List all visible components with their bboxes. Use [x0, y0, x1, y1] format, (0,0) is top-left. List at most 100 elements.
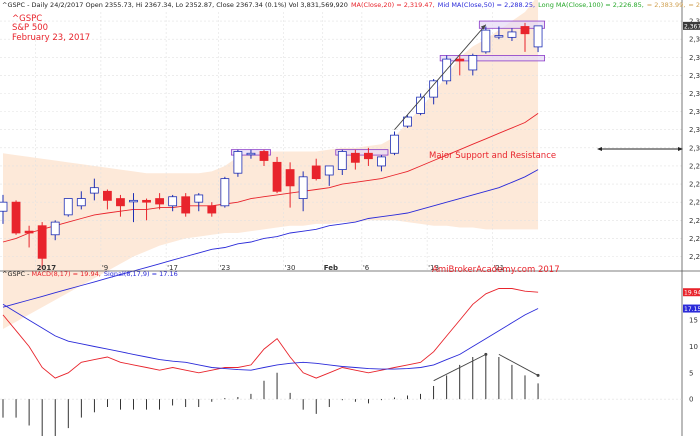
- macd-tick-label: 5: [689, 369, 693, 377]
- last-price-label: 2,367.34: [684, 23, 700, 30]
- macd-tick-label: 15: [689, 317, 698, 325]
- candle-body: [233, 151, 243, 174]
- candle-body: [246, 152, 256, 156]
- macd-last-label: 19.943: [684, 290, 700, 297]
- candle-body: [129, 199, 138, 203]
- ma50-line: [2, 169, 539, 308]
- time-tick-label: '23: [219, 264, 230, 272]
- price-tick-label: 2,320: [689, 108, 700, 116]
- candle-body: [350, 152, 360, 163]
- candle-body: [455, 58, 465, 62]
- candle-body: [363, 152, 373, 160]
- price-tick-label: 2,300: [689, 144, 700, 152]
- symbol-label: ^GSPC: [12, 14, 42, 24]
- time-tick-label: 2017: [37, 264, 57, 272]
- candle-body: [63, 198, 73, 216]
- candle-body: [520, 26, 530, 35]
- index-name-label: S&P 500: [12, 23, 48, 33]
- chart-header: ^GSPC - Daily 24/2/2017 Open 2355.73, Hi…: [2, 1, 700, 9]
- candle-body: [24, 230, 34, 234]
- price-trendline: [394, 24, 487, 131]
- macd-last-badge: [683, 288, 700, 297]
- candle-body: [324, 165, 334, 176]
- candle-body: [116, 198, 125, 207]
- candle-body: [50, 221, 60, 236]
- price-tick-label: 2,280: [689, 181, 700, 189]
- price-tick-label: 2,340: [689, 72, 700, 80]
- candle-body: [403, 116, 412, 127]
- candle-body: [311, 165, 321, 180]
- macd-line: [2, 288, 539, 379]
- price-tick-label: 2,240: [689, 253, 700, 261]
- candle-body: [181, 196, 191, 214]
- candle-body: [103, 190, 112, 201]
- candle-body: [76, 198, 86, 207]
- candle-body: [155, 198, 165, 205]
- candle-body: [11, 201, 21, 234]
- uptrend-line: [394, 24, 487, 131]
- price-tick-label: 2,310: [689, 126, 700, 134]
- price-tick-label: 2,350: [689, 54, 700, 62]
- time-tick-label: Feb: [324, 264, 338, 272]
- candle-body: [194, 194, 204, 203]
- candle-body: [89, 187, 99, 194]
- macd-trendline: [498, 353, 539, 376]
- time-tick-label: '9: [102, 264, 108, 272]
- trend-arrow-icon: [536, 373, 540, 377]
- time-tick-label: '6: [363, 264, 370, 272]
- price-tick-label: 2,250: [689, 235, 700, 243]
- support-zone: [335, 149, 389, 156]
- price-envelope-band: [3, 0, 539, 329]
- ma20-line: [2, 113, 539, 243]
- watermark-label: AmiBrokerAcademy.com 2017: [432, 265, 560, 275]
- candle-body: [507, 31, 517, 38]
- macd-panel: 0 5 10 15 19.943 17.1587: [0, 288, 700, 436]
- signal-line: [2, 303, 539, 371]
- price-tick-label: 2,370: [689, 18, 700, 26]
- candle-body: [494, 35, 504, 38]
- axis-tick-labels: 2,240 2,250 2,260 2,270 2,280 2,290 2,300 2,310…: [37, 18, 700, 272]
- time-tick-label: '13: [428, 264, 439, 272]
- macd-header: ^GSPC - MACD(8,17) = 19.94, Signal(8,17,9…: [2, 270, 178, 278]
- envelope-fill: [3, 0, 539, 329]
- price-tick-label: 2,270: [689, 199, 700, 207]
- candle-body: [37, 225, 47, 259]
- signal-last-label: 17.1587: [684, 306, 700, 313]
- horizontal-arrow-icon: [597, 147, 683, 151]
- candle-body: [0, 201, 8, 212]
- macd-trendline: [433, 353, 487, 382]
- candle-body: [272, 161, 282, 192]
- candle-body: [207, 205, 217, 214]
- header-ohlc: ^GSPC - Daily 24/2/2017 Open 2355.73, Hi…: [2, 1, 700, 9]
- candle-body: [481, 29, 491, 53]
- candle-body: [285, 169, 295, 187]
- candle-body: [390, 134, 399, 154]
- support-resistance-zones: [230, 20, 545, 156]
- candle-body: [377, 156, 386, 167]
- candle-body: [168, 196, 178, 207]
- macd-tick-label: 0: [689, 396, 693, 404]
- time-tick-label: '30: [285, 264, 296, 272]
- candle-body: [337, 151, 347, 170]
- candle-body: [416, 96, 426, 114]
- candle-body: [220, 178, 230, 207]
- candle-body: [142, 199, 151, 203]
- price-tick-label: 2,360: [689, 36, 700, 44]
- candle-body: [468, 55, 478, 71]
- time-tick-label: '17: [167, 264, 178, 272]
- last-price-badge: [683, 21, 700, 30]
- moving-average-lines: [2, 113, 539, 308]
- time-tick-label: '21: [493, 264, 504, 272]
- support-zone: [439, 55, 545, 62]
- candle-body: [533, 25, 543, 48]
- support-resistance-label: Major Support and Resistance: [429, 151, 556, 161]
- macd-tick-label: 10: [689, 343, 698, 351]
- candle-body: [429, 80, 439, 98]
- price-tick-label: 2,330: [689, 90, 700, 98]
- price-tick-label: 2,290: [689, 162, 700, 170]
- candle-body: [259, 151, 269, 161]
- price-tick-label: 2,260: [689, 217, 700, 225]
- signal-last-badge: [683, 304, 700, 313]
